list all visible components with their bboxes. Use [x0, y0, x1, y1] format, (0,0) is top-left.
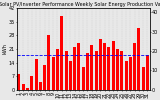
Bar: [82, 66, 85, 90]
Bar: [86, 53, 89, 90]
Bar: [133, 43, 136, 90]
Bar: [26, 88, 29, 90]
Bar: [39, 82, 42, 90]
Bar: [47, 35, 50, 90]
Bar: [95, 51, 98, 90]
Bar: [52, 57, 55, 90]
Bar: [35, 59, 38, 90]
Bar: [30, 76, 33, 90]
Bar: [99, 39, 102, 90]
Bar: [146, 55, 149, 90]
Bar: [69, 61, 72, 90]
Bar: [77, 43, 80, 90]
Bar: [90, 45, 93, 90]
Bar: [43, 65, 46, 90]
Bar: [65, 51, 68, 90]
Bar: [56, 49, 59, 90]
Bar: [60, 16, 63, 90]
Bar: [22, 84, 25, 90]
Bar: [107, 47, 110, 90]
Bar: [120, 51, 123, 90]
Bar: [137, 28, 140, 90]
Bar: [116, 49, 119, 90]
Bar: [103, 43, 106, 90]
Title: Solar PV/Inverter Performance Weekly Solar Energy Production Value: Solar PV/Inverter Performance Weekly Sol…: [0, 2, 160, 7]
Bar: [124, 61, 128, 90]
Bar: [73, 47, 76, 90]
Bar: [112, 41, 115, 90]
Y-axis label: kWh: kWh: [2, 44, 7, 55]
Bar: [142, 66, 145, 90]
Bar: [129, 57, 132, 90]
Bar: [17, 74, 20, 90]
